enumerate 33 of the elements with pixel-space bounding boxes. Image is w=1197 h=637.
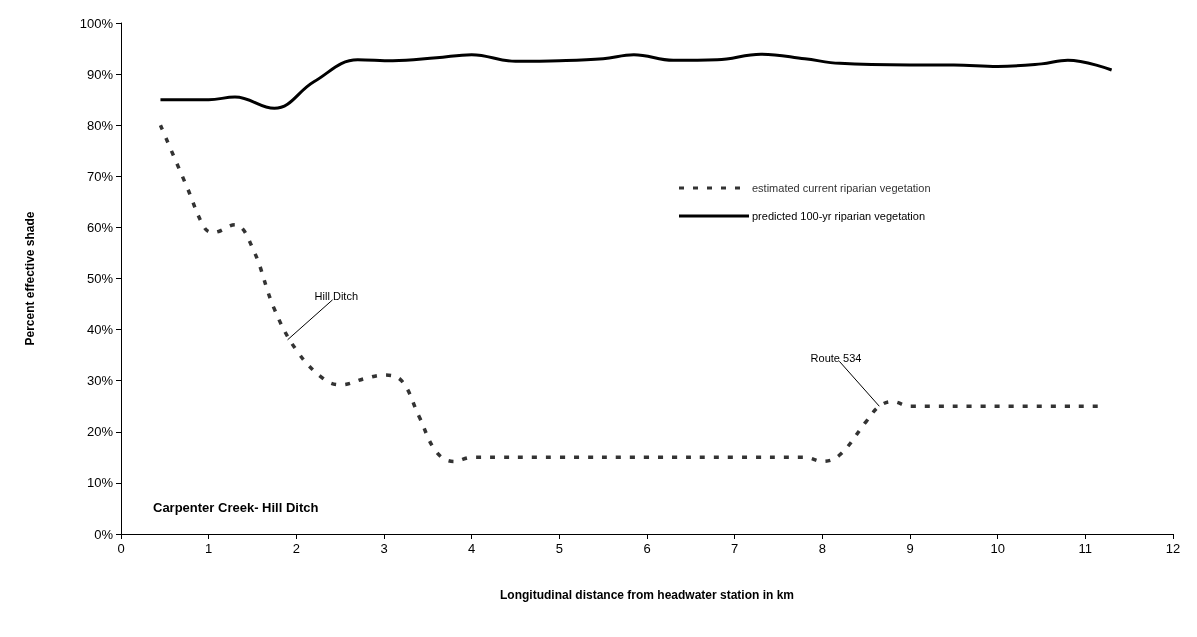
x-tick-label: 1: [205, 541, 213, 556]
y-tick-label: 30%: [86, 373, 114, 389]
x-tick-label: 0: [117, 541, 125, 556]
x-tick-label: 7: [731, 541, 739, 556]
text: Carpenter Creek- Hill Ditch: [153, 500, 319, 515]
x-axis-title: Longitudinal distance from headwater station in km: [499, 588, 795, 602]
x-tick-label: 2: [292, 541, 300, 556]
y-tick-label: 60%: [86, 219, 114, 235]
text: estimated current riparian vegetation: [752, 182, 931, 194]
x-tick-label: 9: [906, 541, 914, 556]
y-tick-label: 80%: [86, 117, 114, 133]
annotation: Hill Ditch: [314, 290, 359, 303]
y-tick-label: 70%: [86, 168, 114, 184]
y-tick-label: 20%: [86, 424, 114, 440]
x-tick-label: 10: [990, 541, 1005, 556]
y-axis-title: Percent effective shade: [23, 211, 37, 346]
x-tick-label: 6: [643, 541, 651, 556]
y-tick-label: 50%: [86, 271, 114, 286]
x-tick-label: 4: [468, 541, 476, 556]
x-tick-label: 11: [1078, 541, 1093, 556]
y-tick-label: 40%: [86, 322, 114, 338]
annotation: Route 534: [810, 351, 862, 364]
line-series: [158, 123, 1101, 464]
text: predicted 100-yr riparian vegetation: [752, 210, 926, 222]
line-series: [158, 52, 1114, 110]
y-tick-label: 10%: [86, 475, 114, 491]
x-tick-label: 12: [1165, 541, 1181, 556]
x-tick-label: 8: [818, 541, 826, 556]
y-tick-label: 0%: [94, 526, 114, 542]
x-tick-label: 5: [555, 541, 563, 556]
y-tick-label: 90%: [86, 66, 114, 82]
y-tick-label: 100%: [79, 15, 114, 31]
x-tick-label: 3: [380, 541, 388, 556]
